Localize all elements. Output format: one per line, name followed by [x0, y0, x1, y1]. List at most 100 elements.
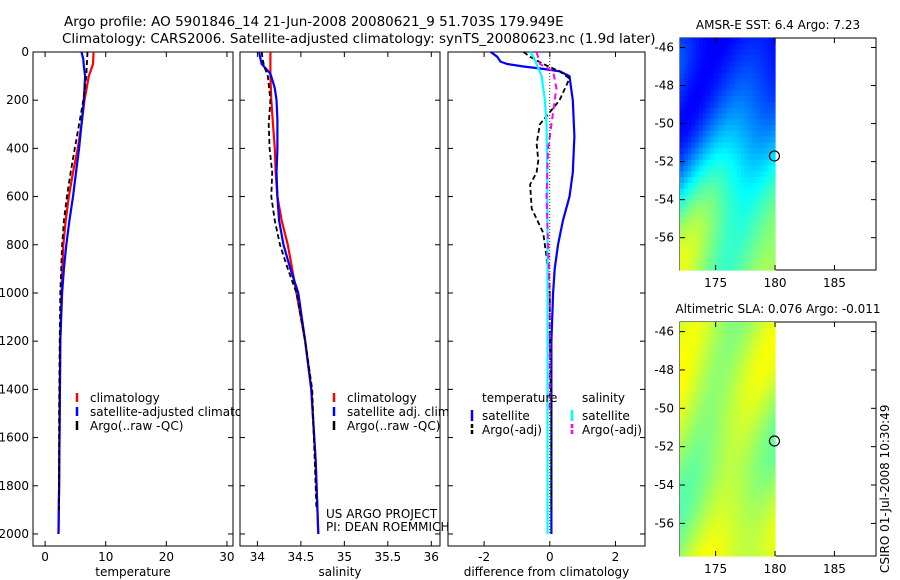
sla-map-heatmap-cell [740, 339, 746, 346]
sla-map-heatmap-cell [691, 415, 696, 423]
sst-map-heatmap-cell [718, 183, 723, 190]
sla-map-heatmap-cell [767, 532, 772, 540]
sla-map-heatmap-cell [763, 339, 769, 346]
sst-map-heatmap-cell [744, 90, 750, 97]
sla-map-heatmap-cell [699, 439, 704, 446]
sla-map-heatmap-cell [680, 392, 685, 399]
sla-map-heatmap-cell [767, 526, 772, 534]
sla-map-heatmap-cell [744, 357, 750, 364]
sla-map-heatmap-cell [752, 362, 757, 370]
sla-map-heatmap-cell [752, 427, 757, 434]
sla-map-heatmap-cell [714, 509, 719, 516]
sst-map-heatmap-cell [680, 264, 685, 271]
sst-map-heatmap-cell [733, 188, 738, 196]
sst-map-heatmap-cell [767, 177, 772, 184]
sst-map-heatmap-cell [729, 264, 734, 271]
sst-map-heatmap-cell [771, 142, 776, 149]
sla-map-heatmap-cell [687, 468, 692, 475]
sst-map-heatmap-cell [767, 183, 772, 190]
sst-map-heatmap-cell [691, 246, 696, 254]
sst-map-heatmap-cell [714, 136, 719, 143]
sst-map-heatmap-cell [771, 136, 776, 143]
sst-map-heatmap-cell [695, 101, 700, 109]
sla-map-heatmap-cell [752, 544, 757, 551]
sst-map-heatmap-cell [695, 49, 700, 56]
sst-map-heatmap-cell [748, 252, 753, 259]
temperature-xlabel: temperature [95, 565, 170, 579]
sst-map-heatmap-cell [710, 49, 715, 56]
sla-map-heatmap-cell [725, 421, 731, 428]
sla-map-heatmap-cell [740, 415, 746, 423]
sst-map-heatmap-cell [702, 246, 708, 254]
sst-map-heatmap-cell [767, 252, 772, 259]
sla-map-heatmap-cell [737, 485, 742, 493]
sla-map-heatmap-cell [710, 497, 715, 504]
sst-map-heatmap-cell [710, 148, 715, 155]
sla-map-heatmap-cell [687, 509, 692, 516]
sst-map-heatmap-cell [771, 67, 776, 74]
sst-map-heatmap-cell [771, 43, 776, 51]
sla-map-heatmap-cell [729, 550, 734, 557]
sst-map-heatmap-cell [763, 159, 769, 167]
sst-map-heatmap-cell [683, 119, 689, 126]
temperature-ytick-label: 0 [21, 45, 29, 59]
sst-map-heatmap-cell [771, 229, 776, 236]
sst-map-heatmap-cell [695, 264, 700, 271]
sla-map-heatmap-cell [771, 515, 776, 522]
sla-map-heatmap-cell [763, 403, 769, 411]
sst-map-heatmap-cell [721, 264, 727, 271]
sla-map-heatmap-cell [699, 532, 704, 540]
sst-map-heatmap-cell [725, 55, 731, 62]
sst-map-heatmap-cell [702, 212, 708, 219]
sla-map-heatmap-cell [737, 327, 742, 335]
sla-map-heatmap-cell [733, 485, 738, 493]
sst-map-heatmap-cell [752, 212, 757, 219]
sst-map-heatmap-cell [756, 212, 761, 219]
sla-map-heatmap-cell [748, 509, 753, 516]
sla-map-heatmap-cell [699, 526, 704, 534]
sla-map-heatmap-cell [710, 544, 715, 551]
sst-map-heatmap-cell [748, 43, 753, 51]
sla-map-heatmap-cell [763, 479, 769, 487]
sst-map-heatmap-cell [687, 101, 692, 109]
sla-map-heatmap-cell [737, 456, 742, 463]
sla-map-heatmap-cell [683, 374, 689, 382]
sst-map-heatmap-cell [737, 142, 742, 149]
sst-map-heatmap-cell [687, 125, 692, 132]
sst-map-heatmap-cell [680, 258, 685, 265]
difference-legend-label: satellite [582, 409, 630, 423]
sla-map-heatmap-cell [695, 456, 700, 463]
sla-map-heatmap-cell [771, 439, 776, 446]
sla-map-heatmap-cell [767, 444, 772, 452]
sla-map-heatmap-cell [702, 351, 708, 358]
sla-map-heatmap-cell [756, 421, 761, 428]
sst-map-heatmap-cell [733, 90, 738, 97]
sst-map-heatmap-cell [759, 235, 765, 242]
sst-map-heatmap-cell [706, 101, 712, 109]
sst-map-heatmap-cell [756, 113, 761, 120]
sla-map-heatmap-cell [740, 491, 746, 499]
sla-map-heatmap-cell [721, 439, 727, 446]
sst-map-heatmap-cell [683, 159, 689, 167]
sla-map-heatmap-cell [702, 550, 708, 557]
sst-map-heatmap-cell [729, 200, 734, 207]
sla-map-heatmap-cell [706, 462, 712, 469]
sla-map-heatmap-cell [691, 380, 696, 387]
sla-map-heatmap-cell [687, 345, 692, 352]
sst-map-heatmap-cell [710, 206, 715, 213]
sst-map-heatmap-cell [706, 38, 712, 45]
sla-map-heatmap-cell [756, 322, 761, 329]
sla-map-heatmap-cell [733, 386, 738, 393]
sst-map-heatmap-cell [687, 38, 692, 45]
sst-map-heatmap-cell [691, 217, 696, 225]
sla-map-heatmap-cell [748, 398, 753, 405]
sst-map-heatmap-cell [718, 246, 723, 254]
sst-map-heatmap-cell [763, 67, 769, 74]
sla-map-heatmap-cell [699, 497, 704, 504]
sst-map-heatmap-cell [699, 49, 704, 56]
sla-map-heatmap-cell [695, 538, 700, 545]
sst-map-heatmap-cell [710, 177, 715, 184]
sst-map-heatmap-cell [687, 241, 692, 248]
sla-map-heatmap-cell [683, 362, 689, 370]
sst-map-heatmap-cell [721, 107, 727, 114]
